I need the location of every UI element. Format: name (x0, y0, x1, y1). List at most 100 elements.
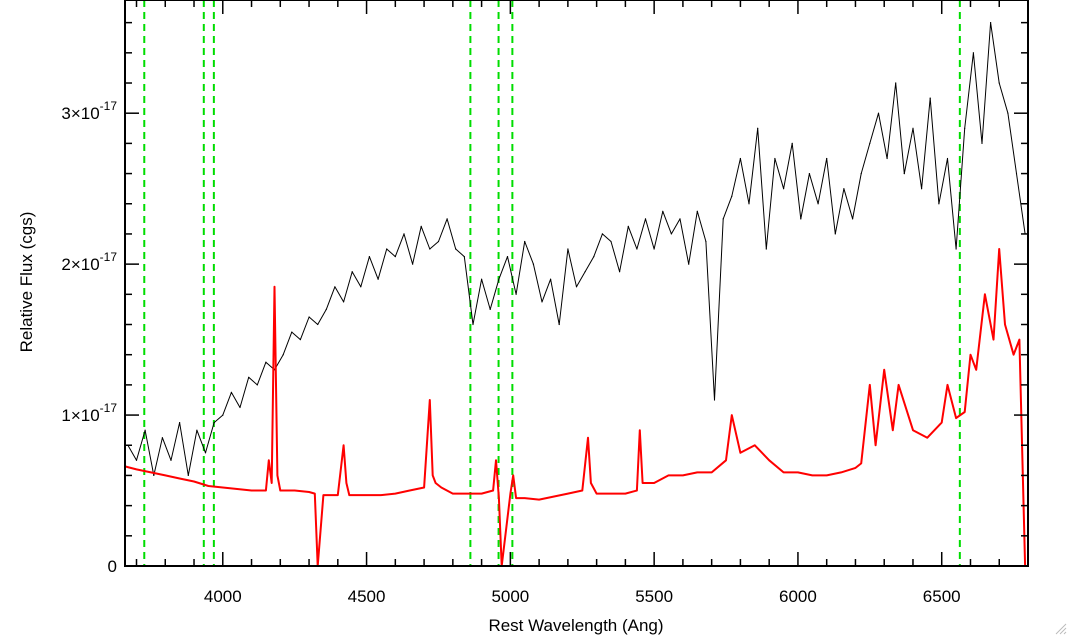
data-point (584, 271, 586, 273)
data-point (955, 417, 957, 419)
data-point (921, 188, 923, 190)
y-tick-label: 1×10-17 (61, 401, 117, 425)
data-point (639, 429, 641, 431)
data-point (791, 142, 793, 144)
data-point (291, 331, 293, 333)
data-point (748, 203, 750, 205)
data-point (912, 127, 914, 129)
data-point (843, 188, 845, 190)
data-point (1004, 323, 1006, 326)
data-point (679, 218, 681, 220)
data-point (423, 486, 425, 489)
data-point (515, 293, 517, 295)
data-point (368, 256, 370, 258)
data-point (472, 323, 474, 326)
x-tick-label: 6500 (923, 587, 961, 606)
data-point (279, 489, 281, 492)
data-point (161, 437, 163, 439)
data-point (239, 406, 241, 409)
data-point (941, 422, 943, 424)
data-point (696, 471, 698, 473)
data-point (506, 256, 509, 258)
data-point (273, 286, 276, 288)
data-point (955, 248, 957, 250)
data-point (817, 203, 819, 205)
x-tick-label: 4000 (204, 587, 242, 606)
data-point (886, 157, 888, 160)
data-point (808, 173, 811, 175)
resize-grip-icon[interactable] (1055, 623, 1067, 635)
data-point (135, 468, 138, 470)
data-point (360, 286, 362, 288)
data-point (860, 173, 862, 175)
data-point (696, 210, 698, 212)
data-point (800, 218, 802, 220)
data-point (984, 293, 986, 295)
data-point (811, 474, 813, 476)
data-point (222, 414, 224, 416)
tick-labels: 4000 4500 5000 5500 6000 6500 0 1×10-17 2×10-17 3… (61, 99, 960, 606)
data-point (975, 369, 977, 371)
data-point (682, 474, 684, 476)
data-point (164, 474, 166, 476)
data-point (774, 157, 776, 160)
data-point (926, 437, 928, 439)
data-point (938, 203, 940, 205)
data-point (314, 493, 316, 495)
data-point (754, 444, 756, 446)
data-point (854, 467, 857, 469)
data-point (466, 493, 468, 495)
data-point (1015, 173, 1018, 175)
data-point (670, 233, 673, 235)
data-point (826, 157, 828, 160)
data-point (601, 233, 604, 235)
data-point (153, 474, 155, 476)
data-point (567, 493, 569, 495)
data-point (581, 489, 583, 492)
data-point (624, 493, 627, 495)
x-tick-label: 4500 (348, 587, 386, 606)
data-point (990, 22, 992, 24)
data-point (1018, 339, 1021, 341)
data-point (276, 474, 278, 476)
data-point (912, 429, 914, 431)
data-point (394, 256, 396, 258)
data-point (271, 482, 273, 484)
data-point (403, 233, 405, 235)
data-point (946, 157, 949, 160)
x-axis-title: Rest Wavelength (Ang) (488, 616, 663, 635)
data-point (481, 493, 483, 495)
data-point (1013, 354, 1015, 356)
data-point (731, 195, 733, 197)
data-point (636, 489, 638, 492)
data-point (550, 278, 552, 280)
data-point (538, 499, 540, 501)
data-point (409, 489, 411, 492)
data-point (394, 493, 396, 495)
data-point (455, 248, 457, 250)
data-point (498, 278, 500, 280)
x-tick-label: 5500 (635, 587, 673, 606)
data-point (317, 323, 319, 326)
data-point (144, 429, 146, 431)
data-point (420, 225, 422, 227)
data-point (739, 157, 742, 160)
data-point (892, 429, 894, 431)
data-point (992, 339, 995, 341)
data-point (135, 459, 138, 461)
data-point (898, 384, 900, 386)
data-point (268, 459, 270, 461)
data-point (489, 308, 491, 310)
data-point (435, 482, 437, 484)
data-point (437, 240, 440, 243)
data-point (196, 429, 198, 431)
data-point (256, 384, 258, 386)
data-point (492, 489, 494, 492)
data-point (343, 301, 345, 303)
data-point (377, 278, 379, 280)
data-point (299, 339, 301, 341)
data-point (150, 471, 152, 473)
y-tick-label: 0 (108, 557, 117, 576)
data-point (187, 474, 189, 476)
